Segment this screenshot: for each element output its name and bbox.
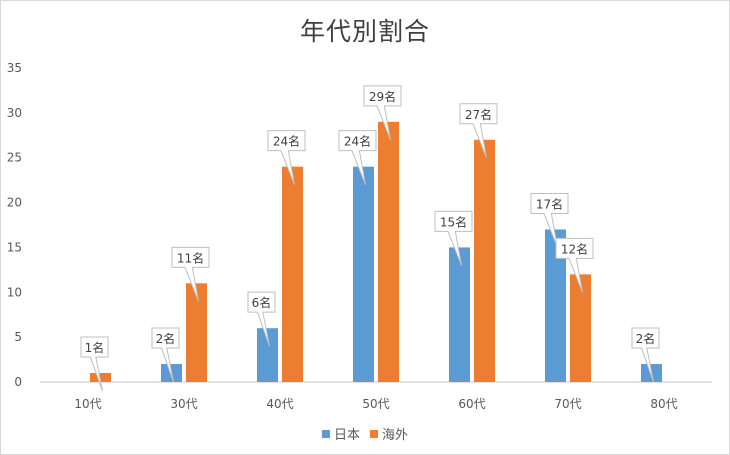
bar-overseas[interactable] (186, 283, 207, 382)
svg-text:12名: 12名 (561, 241, 588, 256)
svg-text:24名: 24名 (273, 134, 300, 149)
data-label-callout: 11名 (171, 246, 210, 302)
data-label-callout: 24名 (338, 130, 377, 185)
data-label-callout: 27名 (459, 103, 498, 158)
svg-text:24名: 24名 (344, 134, 371, 149)
svg-text:2名: 2名 (636, 331, 656, 346)
bar-overseas[interactable] (474, 139, 495, 382)
y-tick-label: 0 (14, 375, 22, 389)
data-label-callout: 17名 (530, 192, 569, 248)
x-tick-label: 40代 (266, 397, 293, 411)
bar-japan[interactable] (353, 166, 374, 382)
data-label-callout: 15名 (434, 210, 473, 266)
x-tick-label: 10代 (74, 397, 101, 411)
data-label-callout: 2名 (151, 327, 180, 383)
legend-swatch-japan (321, 429, 330, 438)
svg-text:15名: 15名 (440, 214, 467, 229)
data-label-callout: 29名 (363, 85, 402, 141)
y-tick-label: 5 (14, 330, 22, 344)
legend-item-overseas[interactable]: 海外 (370, 424, 408, 443)
y-tick-label: 25 (7, 151, 22, 165)
data-label-callout: 1名 (80, 336, 109, 392)
x-tick-label: 60代 (458, 397, 485, 411)
x-tick-label: 70代 (554, 397, 581, 411)
bar-overseas[interactable] (282, 166, 303, 382)
y-tick-label: 20 (7, 196, 22, 210)
y-tick-label: 15 (7, 240, 22, 254)
data-label-callout: 6名 (247, 291, 276, 347)
legend-label-overseas: 海外 (382, 428, 409, 443)
svg-text:29名: 29名 (369, 89, 396, 104)
y-tick-label: 35 (7, 61, 22, 75)
svg-text:17名: 17名 (536, 196, 563, 211)
legend-item-japan[interactable]: 日本 (321, 424, 360, 443)
x-tick-label: 30代 (170, 397, 197, 411)
svg-text:6名: 6名 (252, 295, 272, 310)
y-tick-label: 30 (7, 106, 22, 120)
legend: 日本 海外 (0, 424, 730, 443)
chart-title: 年代別割合 (299, 17, 430, 46)
bar-japan[interactable] (545, 229, 566, 382)
bar-japan[interactable] (449, 247, 470, 382)
svg-text:27名: 27名 (465, 107, 492, 122)
bar-overseas[interactable] (378, 121, 399, 382)
x-tick-label: 80代 (650, 397, 677, 411)
bar-overseas[interactable] (90, 373, 111, 382)
data-label-callout: 24名 (267, 130, 306, 185)
y-tick-label: 10 (7, 285, 22, 299)
data-label-callout: 2名 (631, 327, 660, 383)
legend-label-japan: 日本 (333, 428, 360, 443)
bar-overseas[interactable] (570, 274, 591, 382)
svg-text:11名: 11名 (177, 250, 204, 265)
x-tick-label: 50代 (362, 397, 389, 411)
svg-text:2名: 2名 (156, 331, 176, 346)
legend-swatch-overseas (370, 429, 378, 438)
data-label-callout: 12名 (555, 237, 594, 293)
bar-japan[interactable] (257, 328, 278, 382)
svg-text:1名: 1名 (85, 340, 105, 355)
